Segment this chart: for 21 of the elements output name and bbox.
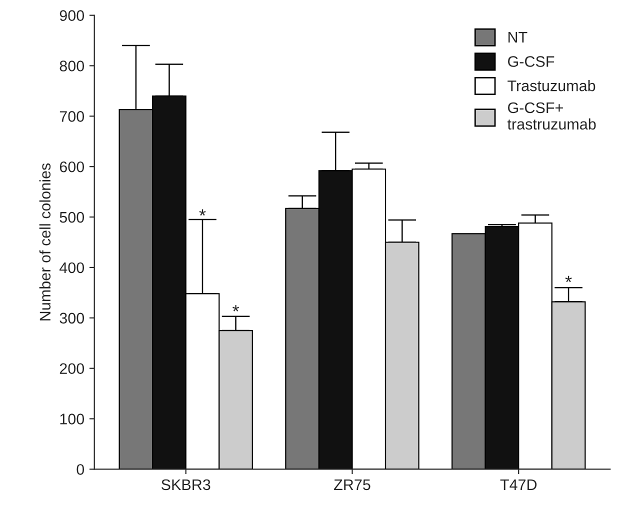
legend-label: Trastuzumab bbox=[508, 80, 596, 92]
y-axis-title: Number of cell colonies bbox=[39, 163, 51, 320]
y-tick-label: 700 bbox=[60, 111, 84, 122]
legend-label: NT bbox=[508, 32, 528, 42]
y-tick-label: 500 bbox=[60, 212, 84, 223]
y-tick-label: 200 bbox=[60, 363, 84, 374]
annotation: * bbox=[565, 276, 572, 282]
y-tick-label: 400 bbox=[59, 262, 84, 274]
y-tick-label: 600 bbox=[60, 161, 84, 172]
annotation: * bbox=[199, 209, 206, 216]
legend-label: G-CSF+ trastruzumab bbox=[507, 102, 596, 130]
y-tick-label: 300 bbox=[60, 312, 84, 324]
x-tick-label: SKBR3 bbox=[162, 479, 210, 490]
x-tick-label: T47D bbox=[500, 479, 537, 490]
x-tick-label: ZR75 bbox=[334, 479, 370, 490]
legend-label: G-CSF bbox=[508, 56, 554, 67]
y-tick-label: 800 bbox=[60, 60, 84, 72]
y-tick-label: 900 bbox=[60, 10, 84, 21]
annotation: * bbox=[232, 305, 240, 312]
y-tick-label: 100 bbox=[60, 414, 84, 424]
y-tick-label: 0 bbox=[76, 464, 84, 475]
